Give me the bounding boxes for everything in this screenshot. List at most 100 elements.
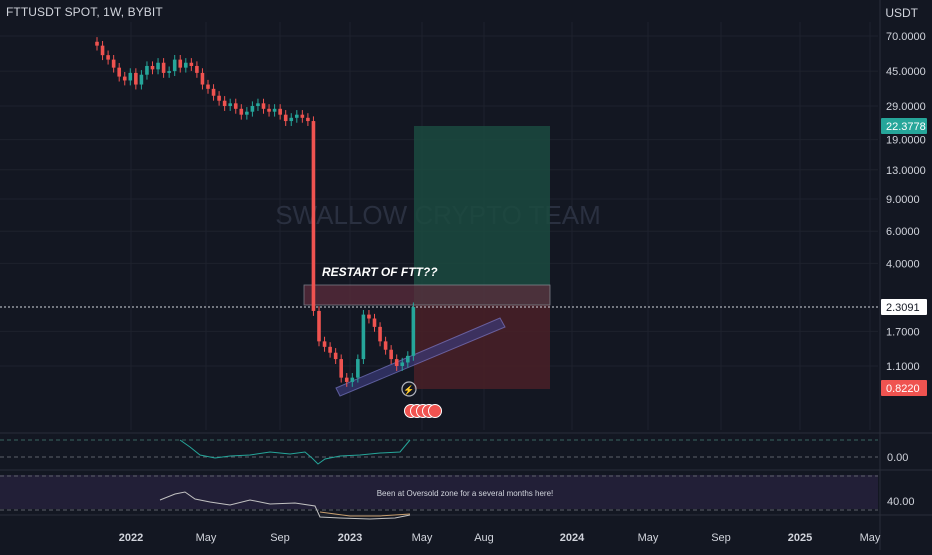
candle-body (328, 346, 332, 353)
osc1-line (179, 439, 411, 465)
candle-body (228, 103, 232, 107)
candle-body (356, 359, 360, 378)
x-tick-label: May (196, 532, 217, 544)
target-price-value: 22.3778 (886, 121, 926, 133)
osc1-tick: 0.00 (887, 452, 908, 464)
candle-body (344, 377, 349, 382)
x-tick-label: May (860, 532, 881, 544)
candle-body (339, 359, 343, 378)
candle-body (267, 108, 271, 112)
x-tick-label: May (638, 532, 659, 544)
rsi-band (0, 475, 878, 509)
y-tick-label: 70.0000 (886, 31, 926, 43)
candle-body (128, 72, 133, 81)
candle-body (150, 65, 155, 70)
candle-body (134, 72, 138, 85)
candle-body (206, 84, 210, 89)
event-flag-icon (428, 404, 442, 418)
y-tick-label: 29.0000 (886, 101, 926, 113)
candle-body (111, 59, 116, 68)
candle-body (139, 74, 144, 85)
candle-body (117, 67, 121, 77)
x-tick-label: Sep (270, 532, 290, 544)
y-tick-label: 45.0000 (886, 66, 926, 78)
rsi-tick: 40.00 (887, 496, 915, 508)
candle-body (211, 88, 216, 96)
candle-body (378, 326, 382, 342)
candle-body (233, 103, 238, 109)
candle-body (145, 65, 149, 75)
y-tick-label: 4.0000 (886, 258, 920, 270)
candle-body (322, 341, 327, 347)
stop-price-value: 0.8220 (886, 383, 920, 395)
symbol-title: FTTUSDT SPOT, 1W, BYBIT (6, 5, 163, 19)
candle-body (389, 349, 393, 360)
candle-body (178, 59, 183, 68)
candle-body (367, 314, 371, 319)
candle-body (295, 114, 299, 118)
rsi-signal-line (319, 511, 411, 517)
candle-body (184, 62, 188, 68)
lightning-icon-glyph: ⚡ (403, 384, 414, 396)
candle-body (100, 45, 105, 56)
target-price-badge (881, 118, 927, 134)
candle-body (195, 65, 199, 73)
candle-body (300, 114, 305, 118)
y-tick-label: 1.7000 (886, 326, 920, 338)
candle-body (406, 355, 410, 363)
candle-body (306, 117, 310, 122)
x-tick-label: 2025 (788, 532, 812, 544)
x-tick-label: Sep (711, 532, 731, 544)
stop-price-badge (881, 380, 927, 396)
candle-body (167, 71, 171, 73)
candle-body (217, 95, 221, 101)
oversold-note: Been at Oversold zone for a several mont… (377, 489, 554, 498)
candle-body (361, 314, 366, 360)
current-price-value: 2.3091 (886, 302, 920, 314)
x-tick-label: May (412, 532, 433, 544)
y-tick-label: 6.0000 (886, 226, 920, 238)
x-tick-label: Aug (474, 532, 494, 544)
candle-body (411, 307, 416, 356)
candle-body (311, 121, 316, 311)
current-price-badge (881, 299, 927, 315)
candle-body (156, 62, 160, 70)
y-tick-label: 19.0000 (886, 135, 926, 147)
candle-body (289, 117, 294, 122)
candle-body (278, 108, 282, 115)
y-tick-label: 1.1000 (886, 361, 920, 373)
target-zone (414, 126, 550, 305)
candle-body (256, 103, 260, 107)
candle-body (400, 362, 405, 366)
candle-body (161, 62, 166, 73)
candle-body (394, 359, 399, 366)
candle-body (222, 100, 227, 107)
currency-label: USDT (885, 6, 918, 20)
candle-body (250, 106, 255, 112)
candle-body (189, 62, 194, 66)
lightning-icon (401, 381, 417, 397)
candle-body (383, 341, 388, 350)
candle-body (350, 377, 355, 382)
restart-label: RESTART OF FTT?? (322, 265, 438, 279)
candle-body (95, 41, 99, 46)
candle-body (317, 310, 321, 342)
x-tick-label: 2024 (560, 532, 585, 544)
candle-body (106, 55, 110, 60)
y-tick-label: 13.0000 (886, 165, 926, 177)
candle-body (372, 318, 377, 327)
candle-body (333, 352, 338, 360)
candle-body (245, 111, 249, 115)
y-tick-label: 9.0000 (886, 194, 920, 206)
rsi-line (159, 491, 411, 520)
candle-body (122, 76, 127, 81)
candle-body (283, 114, 288, 122)
candle-body (261, 103, 266, 109)
resistance-box (303, 284, 551, 306)
rising-channel (335, 317, 506, 397)
candle-body (239, 108, 244, 115)
candle-body (200, 72, 205, 85)
candle-body (172, 59, 177, 72)
